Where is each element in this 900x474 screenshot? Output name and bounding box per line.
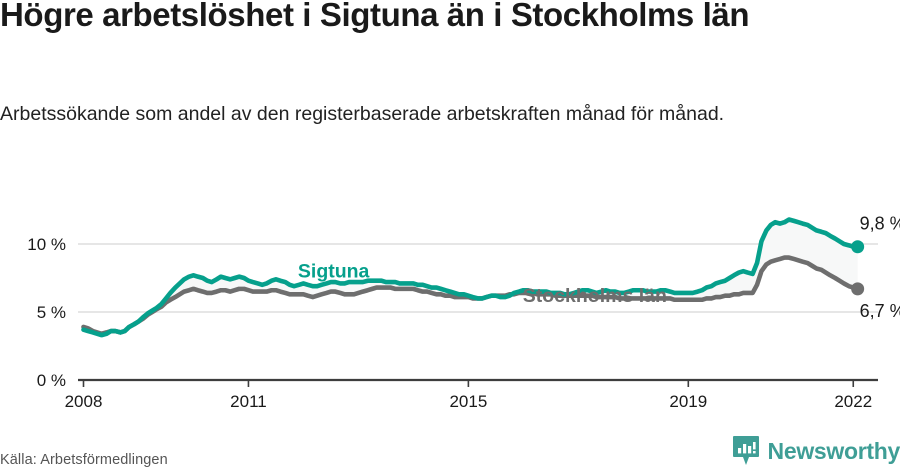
series-gap-fill	[83, 219, 858, 336]
y-tick-label: 0 %	[37, 371, 66, 390]
bar-chart-pin-icon-svg	[732, 436, 759, 465]
source-caption: Källa: Arbetsförmedlingen	[0, 452, 168, 468]
y-tick-label: 10 %	[27, 235, 66, 254]
x-tick-label: 2015	[449, 392, 487, 411]
end-point-stockholm	[851, 282, 865, 296]
end-label-sigtuna: 9,8 %	[860, 214, 900, 234]
page-subtitle: Arbetssökande som andel av den registerb…	[0, 103, 725, 125]
x-tick-label: 2008	[65, 392, 103, 411]
page-title: Högre arbetslöshet i Sigtuna än i Stockh…	[0, 0, 750, 33]
series-line-stockholm	[81, 255, 860, 337]
y-tick-label: 5 %	[37, 303, 66, 322]
end-point-sigtuna	[851, 240, 865, 254]
x-tick-label: 2022	[834, 392, 872, 411]
series-line-sigtuna	[81, 217, 860, 338]
series-label-stockholm: Stockholms län	[523, 285, 667, 307]
brand-name: Newsworthy	[767, 437, 900, 464]
bar-chart-pin-icon	[732, 435, 760, 467]
x-tick-label: 2011	[230, 392, 267, 411]
series-label-sigtuna: Sigtuna	[298, 260, 370, 282]
x-tick-label: 2019	[669, 392, 707, 411]
end-label-stockholm: 6,7 %	[860, 301, 900, 321]
newsworthy-logo: Newsworthy	[732, 435, 900, 467]
